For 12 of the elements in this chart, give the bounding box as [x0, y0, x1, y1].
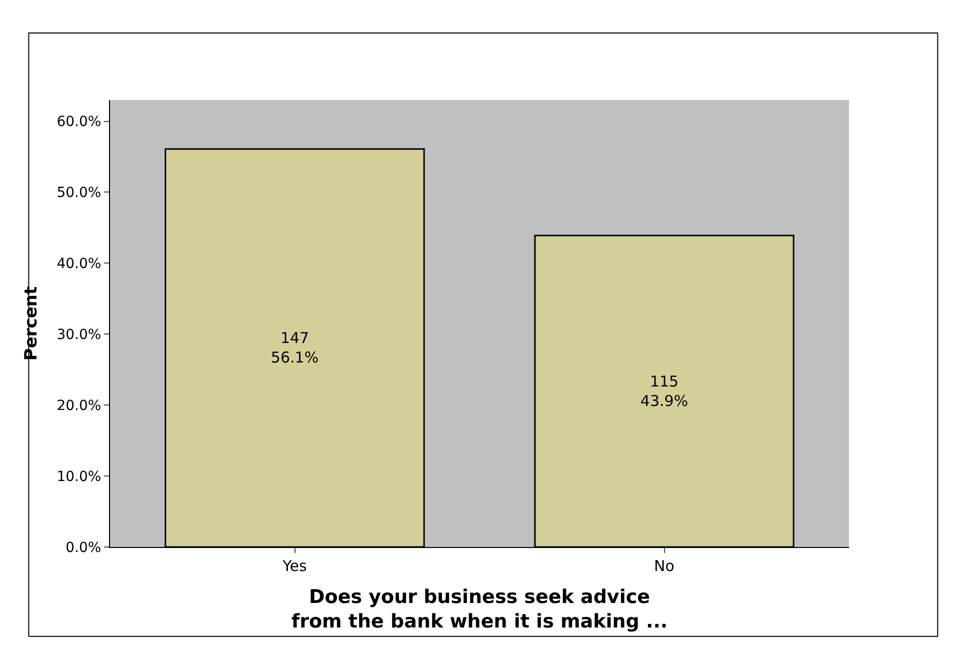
data-label: 147 56.1%	[270, 329, 319, 367]
y-tick-label: 50.0%	[56, 185, 102, 202]
x-tick-label: Yes	[282, 557, 308, 575]
y-tick-label: 20.0%	[56, 398, 102, 414]
y-tick-label: 30.0%	[56, 327, 102, 344]
y-tick-label: 40.0%	[56, 256, 102, 272]
data-label: 115 43.9%	[640, 372, 688, 410]
y-tick-label: 60.0%	[56, 114, 102, 130]
y-tick-label: 10.0%	[56, 468, 102, 485]
x-tick-label: No	[654, 557, 674, 575]
y-tick-label: 0.0%	[66, 540, 102, 556]
x-axis-title: Does your business seek advice from the bank when it is making ...	[291, 586, 668, 632]
